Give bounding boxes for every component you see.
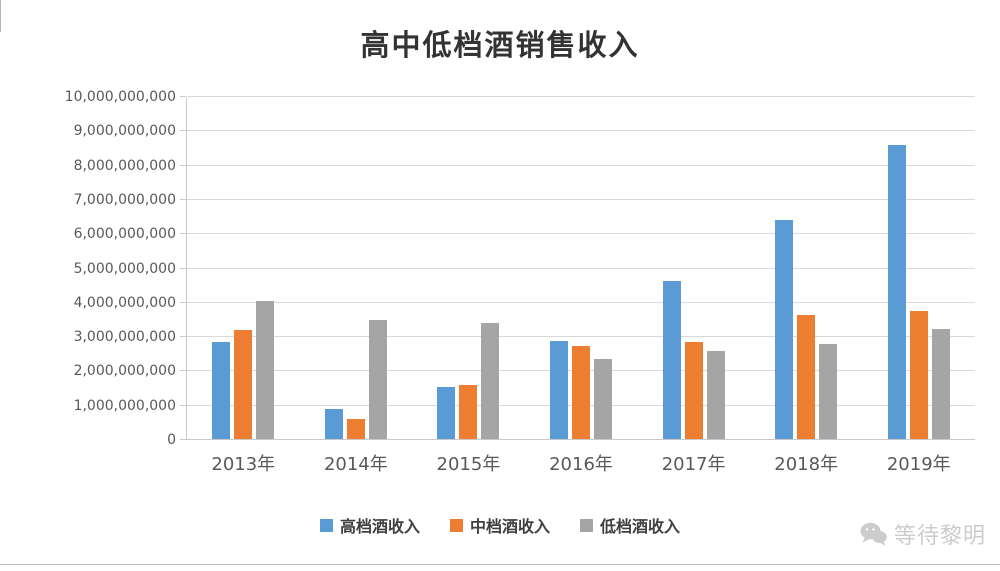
bar-series-1 — [684, 342, 703, 440]
bar-series-0 — [887, 145, 906, 440]
gridline — [187, 336, 975, 338]
bar-series-2 — [368, 319, 387, 440]
bar-group — [750, 97, 863, 440]
x-axis-tick-label: 2017年 — [661, 454, 726, 475]
y-axis-tick — [180, 233, 186, 235]
plot-area — [187, 96, 975, 440]
watermark: 等待黎明 — [860, 518, 986, 550]
y-axis-tick-label: 2,000,000,000 — [73, 363, 176, 380]
bar-series-1 — [234, 330, 253, 440]
bar-series-1 — [572, 345, 591, 440]
bar-series-2 — [481, 323, 500, 440]
y-axis-tick-label: 7,000,000,000 — [73, 191, 176, 208]
legend: 高档酒收入 中档酒收入 低档酒收入 — [0, 513, 1000, 537]
legend-label: 低档酒收入 — [600, 517, 681, 536]
bottom-divider — [0, 564, 1000, 565]
y-axis-tick — [180, 370, 186, 372]
y-axis-tick — [180, 404, 186, 406]
bar-series-1 — [459, 385, 478, 440]
y-axis-tick-label: 8,000,000,000 — [73, 157, 176, 174]
frame-left-edge — [0, 0, 1, 32]
bar-series-2 — [931, 328, 950, 440]
y-axis-tick-label: 1,000,000,000 — [73, 397, 176, 414]
y-axis-tick — [180, 439, 186, 440]
wechat-icon — [860, 522, 887, 546]
bar-group — [862, 97, 975, 440]
chart-title: 高中低档酒销售收入 — [360, 28, 640, 62]
legend-item-series-0: 高档酒收入 — [319, 513, 420, 537]
bar-series-2 — [706, 350, 725, 440]
y-axis-tick — [180, 96, 186, 97]
y-axis-tick-label: 3,000,000,000 — [73, 329, 176, 346]
gridline — [187, 233, 975, 235]
bar-group — [637, 97, 750, 440]
bar-series-0 — [662, 280, 681, 440]
bar-series-2 — [256, 301, 275, 440]
gridline — [187, 130, 975, 132]
y-axis-tick-label: 5,000,000,000 — [73, 260, 176, 277]
y-axis-tick-label: 10,000,000,000 — [64, 89, 176, 105]
y-axis-tick — [180, 267, 186, 269]
x-axis-tick-label: 2019年 — [886, 454, 951, 475]
x-axis-tick-label: 2018年 — [774, 454, 839, 475]
gridline — [187, 96, 975, 97]
legend-swatch — [449, 518, 463, 532]
bar-series-0 — [437, 386, 456, 440]
x-axis-line — [187, 439, 975, 440]
bar-series-1 — [797, 314, 816, 440]
bar-series-0 — [775, 220, 794, 440]
y-axis-tick-label: 4,000,000,000 — [73, 294, 176, 311]
y-axis-tick-label: 0 — [167, 432, 176, 448]
bar-series-1 — [346, 419, 365, 440]
bar-series-0 — [550, 340, 569, 440]
y-axis-tick-label: 9,000,000,000 — [73, 123, 176, 140]
gridline — [187, 164, 975, 166]
legend-label: 中档酒收入 — [469, 517, 550, 536]
gridline — [187, 267, 975, 269]
y-axis-tick — [180, 164, 186, 166]
y-axis-labels: 0 1,000,000,000 2,000,000,000 3,000,000,000… — [0, 89, 176, 448]
bar-group — [412, 97, 525, 440]
x-axis-tick-label: 2015年 — [436, 454, 501, 475]
y-axis-tick — [180, 336, 186, 338]
x-axis-tick-label: 2016年 — [549, 454, 613, 475]
legend-swatch — [319, 518, 333, 532]
y-axis-line — [186, 97, 187, 440]
bar-group — [300, 97, 413, 440]
x-axis-labels: 2013年 2014年 2015年 2016年 2017年 2018年 2019年 — [187, 450, 975, 476]
legend-item-series-1: 中档酒收入 — [449, 513, 550, 537]
bar-series-2 — [594, 359, 613, 440]
bar-series-1 — [909, 311, 928, 440]
x-axis-tick-label: 2014年 — [323, 454, 388, 475]
bar-series-0 — [324, 409, 343, 440]
x-axis-tick-label: 2013年 — [211, 454, 276, 475]
bar-groups — [187, 97, 975, 440]
y-axis-tick — [180, 198, 186, 200]
y-axis-tick — [180, 301, 186, 303]
y-axis-tick — [180, 130, 186, 132]
legend-swatch — [580, 518, 593, 532]
gridline — [187, 301, 975, 303]
watermark-text: 等待黎明 — [893, 524, 986, 549]
bar-group — [525, 97, 638, 440]
y-axis-tick-label: 6,000,000,000 — [73, 226, 176, 243]
legend-label: 高档酒收入 — [339, 517, 420, 536]
bar-group — [187, 97, 300, 440]
gridline — [187, 198, 975, 200]
bar-series-0 — [212, 342, 231, 440]
y-axis-ticks — [180, 96, 186, 440]
bar-series-2 — [819, 343, 838, 440]
legend-item-series-2: 低档酒收入 — [580, 513, 680, 537]
